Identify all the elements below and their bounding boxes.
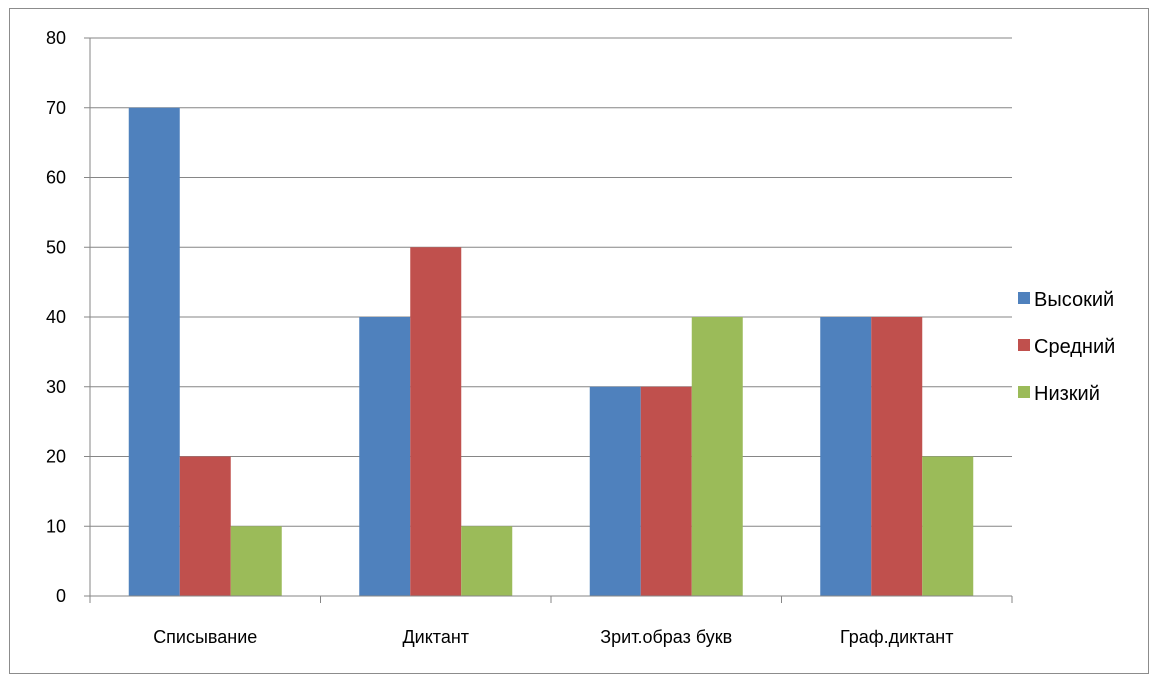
x-tick-label: Списывание xyxy=(153,627,257,647)
bar-Низкий-Граф.диктант xyxy=(922,456,974,596)
y-tick-label: 10 xyxy=(46,516,66,536)
bars xyxy=(128,107,974,596)
legend-label: Высокий xyxy=(1034,289,1114,311)
y-tick-label: 80 xyxy=(46,28,66,48)
x-tick-label: Зрит.образ букв xyxy=(600,627,732,647)
y-tick-label: 0 xyxy=(56,586,66,606)
y-tick-label: 40 xyxy=(46,307,66,327)
x-tick-label: Диктант xyxy=(402,627,469,647)
bar-Средний-Граф.диктант xyxy=(871,317,923,596)
legend-swatch-Низкий xyxy=(1018,386,1030,398)
bar-Высокий-Списывание xyxy=(128,107,180,596)
bar-Низкий-Диктант xyxy=(461,526,513,596)
y-tick-label: 70 xyxy=(46,98,66,118)
x-tick-label: Граф.диктант xyxy=(840,627,953,647)
legend-swatch-Средний xyxy=(1018,339,1030,351)
bar-Средний-Зрит.образ букв xyxy=(640,386,692,596)
y-tick-label: 50 xyxy=(46,237,66,257)
legend-swatch-Высокий xyxy=(1018,292,1030,304)
x-tick-labels: Списывание Диктант Зрит.образ букв Граф.дик… xyxy=(153,627,953,647)
y-tick-label: 30 xyxy=(46,377,66,397)
bar-Высокий-Граф.диктант xyxy=(820,317,872,596)
bar-Высокий-Диктант xyxy=(359,317,411,596)
bar-Низкий-Зрит.образ букв xyxy=(691,317,743,596)
y-tick-label: 60 xyxy=(46,168,66,188)
y-tick-labels: 0 10 20 30 40 50 60 70 80 xyxy=(46,28,66,606)
legend-label: Средний xyxy=(1034,336,1115,358)
bar-Средний-Диктант xyxy=(410,247,462,596)
bar-Высокий-Зрит.образ букв xyxy=(589,386,641,596)
bar-Низкий-Списывание xyxy=(230,526,282,596)
legend-label: Низкий xyxy=(1034,383,1100,405)
axes xyxy=(84,37,1013,603)
y-tick-label: 20 xyxy=(46,447,66,467)
legend: Высокий Средний Низкий xyxy=(1018,289,1115,405)
bar-Средний-Списывание xyxy=(179,456,231,596)
